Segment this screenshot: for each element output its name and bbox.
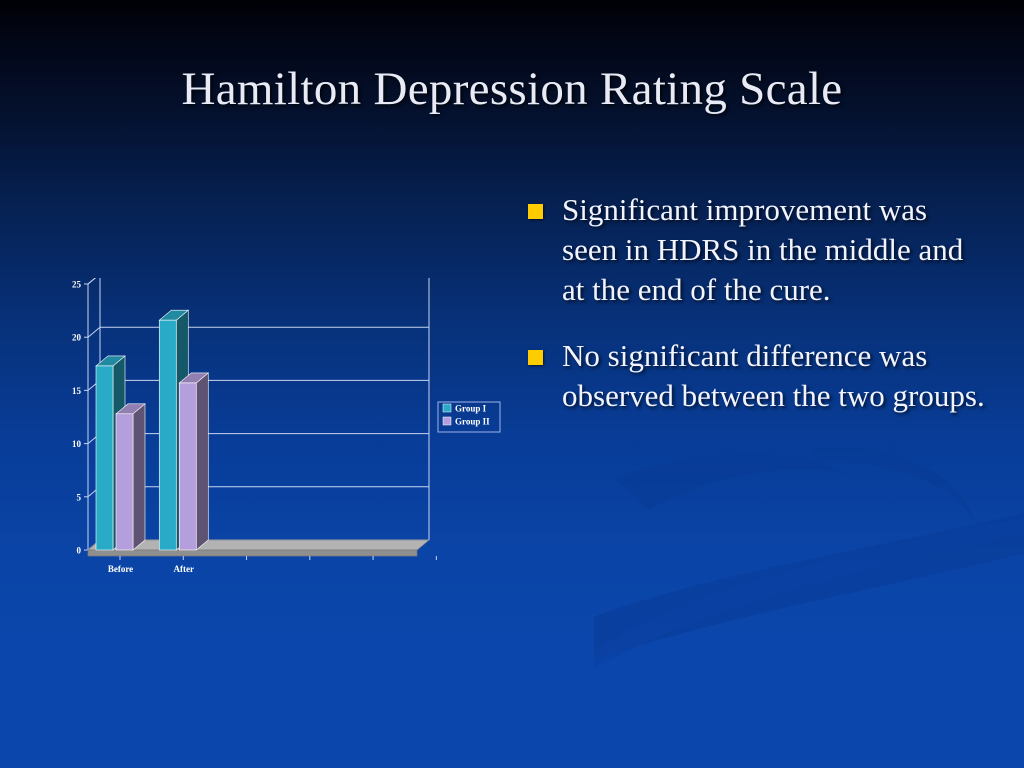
bullet-text: Significant improvement was seen in HDRS…	[562, 192, 964, 307]
y-axis-tick-label: 0	[77, 546, 82, 556]
x-axis-category-labels: Before After	[108, 564, 194, 574]
y-axis-tick-label: 20	[72, 333, 82, 343]
legend-label: Group I	[455, 404, 487, 414]
legend-swatch	[442, 416, 452, 426]
chart-canvas: 0 5 10 15 20 25 Before After Group I Group II	[72, 278, 501, 574]
y-axis-tick-label: 25	[72, 280, 82, 290]
chart-legend[interactable]: Group I Group II	[437, 401, 501, 433]
bullet-list: Significant improvement was seen in HDRS…	[528, 190, 988, 442]
bar-after-group-ii	[178, 372, 210, 551]
bullet-item: Significant improvement was seen in HDRS…	[528, 190, 988, 310]
legend-label: Group II	[455, 417, 490, 427]
x-axis-category-label: After	[174, 564, 194, 574]
y-axis: 0 5 10 15 20 25	[72, 280, 88, 556]
y-axis-tick-label: 5	[77, 492, 82, 502]
square-bullet-icon	[528, 204, 543, 219]
legend-swatch	[442, 403, 452, 413]
y-axis-tick-label: 15	[72, 386, 82, 396]
bar-before-group-ii	[115, 403, 146, 551]
slide-title: Hamilton Depression Rating Scale	[181, 63, 843, 115]
chart-floor	[87, 539, 437, 560]
chart-bars	[95, 309, 210, 551]
decorative-swirl	[594, 448, 1024, 669]
y-axis-tick-label: 10	[72, 439, 82, 449]
bullet-item: No significant difference was observed b…	[528, 336, 988, 416]
bullet-text: No significant difference was observed b…	[562, 338, 985, 413]
square-bullet-icon	[528, 350, 543, 365]
bar-chart: 0 5 10 15 20 25 Before After Group I Group II	[60, 278, 520, 588]
x-axis-category-label: Before	[108, 564, 133, 574]
